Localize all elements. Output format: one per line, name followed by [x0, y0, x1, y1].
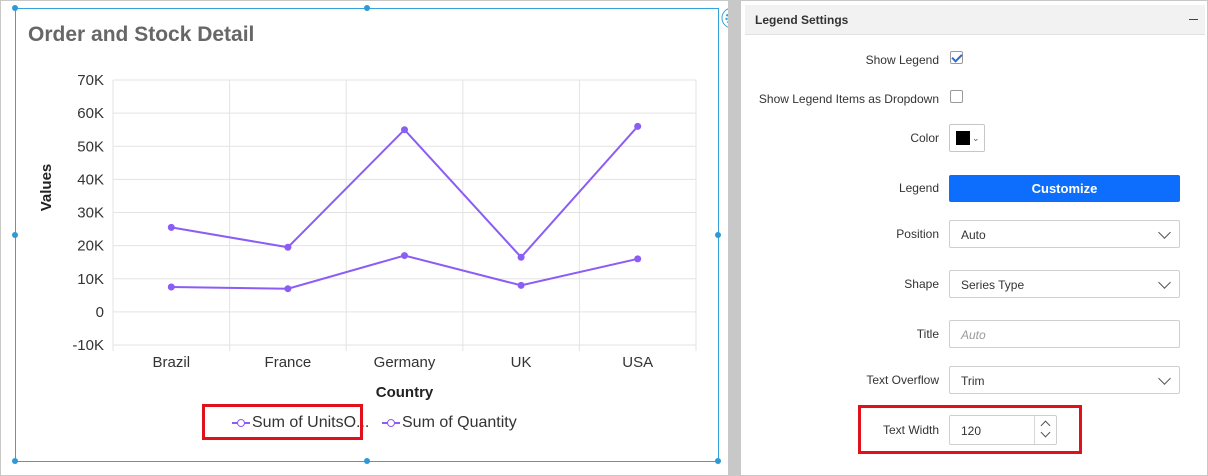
chevron-down-icon: ⌄ [972, 133, 980, 143]
resize-handle[interactable] [715, 458, 721, 464]
legend-line-marker-icon [382, 417, 400, 429]
position-dropdown[interactable]: Auto [949, 220, 1180, 248]
legend-line-marker-icon [232, 417, 250, 429]
data-point [284, 243, 292, 251]
legend-dropdown-checkbox[interactable] [950, 90, 963, 103]
x-tick-label: USA [622, 354, 653, 371]
panel-title: Legend Settings [755, 13, 849, 27]
title-input[interactable]: Auto [949, 320, 1180, 348]
y-tick-label: 10K [77, 271, 104, 288]
minus-icon[interactable] [1189, 19, 1198, 20]
title-placeholder: Auto [961, 328, 986, 342]
data-point [517, 281, 525, 289]
legend-item-units-on-order[interactable]: Sum of UnitsO... [232, 414, 382, 432]
resize-handle[interactable] [12, 5, 18, 11]
panel-splitter[interactable] [728, 1, 741, 475]
show-legend-label: Show Legend [865, 53, 939, 67]
legend-item-quantity[interactable]: Sum of Quantity [382, 414, 517, 432]
color-picker[interactable]: ⌄ [949, 124, 985, 152]
data-point [401, 252, 408, 260]
y-tick-label: 60K [77, 105, 104, 122]
legend-settings-header[interactable]: Legend Settings [745, 5, 1205, 35]
series-line-0 [171, 254, 638, 290]
shape-dropdown[interactable]: Series Type [949, 270, 1180, 298]
data-point [634, 255, 642, 263]
chart-title: Order and Stock Detail [28, 23, 255, 46]
shape-label: Shape [904, 277, 939, 291]
chart-legend[interactable]: Sum of UnitsO... Sum of Quantity [232, 411, 517, 435]
data-point [634, 122, 642, 130]
text-width-highlight-box [858, 405, 1082, 454]
legend-label: Legend [898, 181, 939, 195]
text-overflow-value: Trim [961, 374, 985, 388]
color-label: Color [910, 131, 939, 145]
spin-buttons[interactable] [1034, 416, 1056, 444]
text-width-stepper[interactable]: 120 [949, 415, 1057, 445]
data-point [167, 283, 175, 291]
y-tick-label: 50K [77, 138, 104, 155]
resize-handle[interactable] [715, 232, 721, 238]
dashboard-canvas: Order and Stock Detail 70K 60K 50K 40K 30K 20… [1, 1, 743, 475]
legend-label: Sum of UnitsO... [252, 414, 370, 431]
y-tick-label: 30K [77, 205, 104, 222]
resize-handle[interactable] [12, 232, 18, 238]
x-tick-label: France [265, 354, 312, 371]
y-tick-label: -10K [72, 337, 104, 354]
chart-widget[interactable]: Order and Stock Detail 70K 60K 50K 40K 30K 20… [12, 5, 743, 464]
chevron-down-icon [1158, 276, 1171, 289]
data-point [167, 223, 175, 231]
data-point [401, 126, 408, 134]
line-chart: 70K 60K 50K 40K 30K 20K 10K 0 -10K Brazil France Ge… [38, 72, 697, 401]
show-legend-checkbox[interactable] [950, 51, 963, 64]
text-overflow-dropdown[interactable]: Trim [949, 366, 1180, 394]
x-tick-label: Germany [374, 354, 436, 371]
shape-value: Series Type [961, 278, 1025, 292]
y-tick-label: 0 [96, 304, 104, 321]
x-tick-label: UK [511, 354, 532, 371]
y-axis-title: Values [38, 164, 55, 212]
resize-handle[interactable] [12, 458, 18, 464]
y-tick-label: 20K [77, 238, 104, 255]
chevron-down-icon [1158, 372, 1171, 385]
resize-handle[interactable] [364, 5, 370, 11]
text-width-label: Text Width [882, 423, 939, 437]
properties-panel: Legend Settings Show Legend Show Legend … [741, 1, 1207, 475]
resize-handle[interactable] [364, 458, 370, 464]
legend-label: Sum of Quantity [402, 414, 517, 431]
color-swatch [956, 131, 970, 145]
chevron-down-icon [1158, 226, 1171, 239]
legend-highlight-box [202, 404, 363, 440]
position-label: Position [896, 227, 939, 241]
text-overflow-label: Text Overflow [866, 373, 939, 387]
data-point [284, 285, 292, 293]
legend-dropdown-label: Show Legend Items as Dropdown [758, 92, 939, 106]
y-tick-label: 40K [77, 171, 104, 188]
y-tick-label: 70K [77, 72, 104, 89]
text-width-value: 120 [961, 424, 982, 438]
customize-button[interactable]: Customize [949, 175, 1180, 202]
title-label: Title [916, 327, 939, 341]
position-value: Auto [961, 228, 986, 242]
x-tick-label: Brazil [153, 354, 191, 371]
data-point [517, 253, 525, 261]
x-axis-title: Country [376, 384, 434, 401]
